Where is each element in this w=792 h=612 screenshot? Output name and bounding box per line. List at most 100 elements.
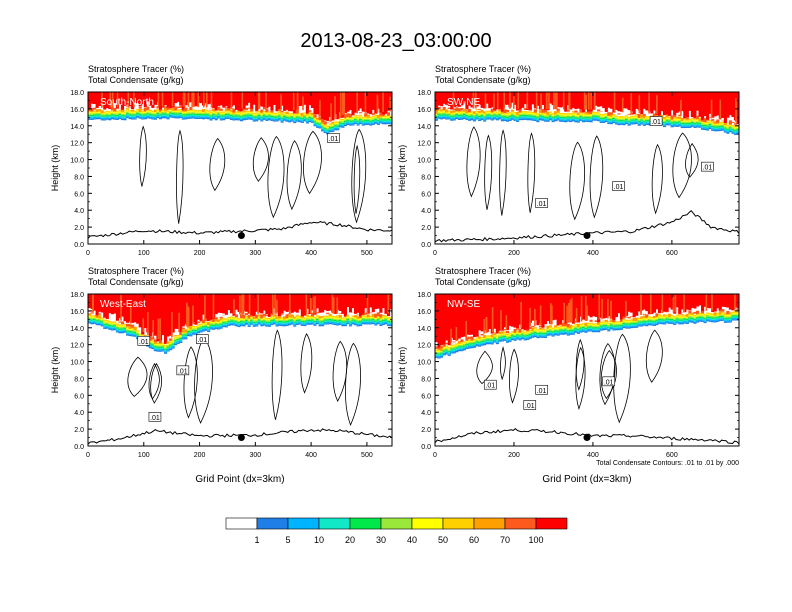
y-tick-label: 18.0: [417, 90, 431, 97]
condensate-contours: [139, 125, 367, 224]
contour-label: .01: [703, 165, 713, 172]
contour-label-box: [649, 116, 663, 126]
panel-west-east: Stratosphere Tracer (%)Total Condensate …: [50, 266, 393, 485]
panel-subtitle-condensate: Total Condensate (g/kg): [435, 277, 531, 287]
tracer-field: [88, 294, 392, 445]
x-tick-label: 0: [433, 250, 437, 257]
y-tick-label: 4.0: [74, 410, 84, 417]
contour-label: .01: [537, 201, 547, 208]
panel-south-north: Stratosphere Tracer (%)Total Condensate …: [50, 64, 393, 257]
colorbar-swatch: [535, 517, 568, 530]
colorbar-label: 30: [376, 535, 386, 545]
contour-label: .01: [651, 119, 661, 126]
location-marker: [237, 434, 245, 442]
colorbar-label: 100: [528, 535, 543, 545]
x-tick-label: 600: [666, 452, 678, 459]
y-tick-label: 18.0: [70, 90, 84, 97]
figure-title: 2013-08-23_03:00:00: [300, 30, 492, 52]
contour-label: .01: [197, 337, 207, 344]
panel-sw-ne: Stratosphere Tracer (%)Total Condensate …: [397, 64, 740, 257]
x-tick-label: 400: [305, 452, 317, 459]
colorbar-swatch: [380, 517, 413, 530]
y-tick-label: 10.0: [417, 158, 431, 165]
contour-label-box: [176, 365, 190, 376]
y-tick-label: 8.0: [74, 376, 84, 383]
panel-label: West-East: [100, 299, 146, 310]
x-tick-label: 600: [666, 250, 678, 257]
contour-label-box: [701, 161, 714, 172]
contour-label-box: [535, 384, 548, 395]
x-axis-label: Grid Point (dx=3km): [542, 474, 631, 485]
tracer-field: [88, 92, 392, 239]
y-tick-label: 6.0: [421, 393, 431, 400]
contour-label: .01: [150, 415, 160, 422]
colorbar-label: 50: [438, 535, 448, 545]
x-axis-label: Grid Point (dx=3km): [195, 474, 284, 485]
y-tick-label: 0.0: [74, 242, 84, 249]
panel-subtitle-tracer: Stratosphere Tracer (%): [435, 266, 531, 276]
contour-label: .01: [178, 368, 188, 375]
tracer-field: [435, 294, 739, 445]
x-tick-label: 400: [305, 250, 317, 257]
y-tick-label: 18.0: [70, 292, 84, 299]
contour-label-box: [602, 376, 616, 387]
y-tick-label: 18.0: [417, 292, 431, 299]
y-tick-label: 14.0: [417, 326, 431, 333]
colorbar-swatch: [411, 517, 444, 530]
contour-label-box: [196, 334, 209, 344]
y-tick-label: 4.0: [74, 208, 84, 215]
x-tick-label: 500: [361, 250, 373, 257]
x-tick-label: 100: [138, 452, 150, 459]
y-axis-label: Height (km): [50, 145, 60, 192]
y-tick-label: 12.0: [70, 141, 84, 148]
y-tick-label: 16.0: [70, 107, 84, 114]
panel-label: SW-NE: [447, 97, 480, 108]
contour-label-box: [535, 198, 548, 208]
contour-label-box: [612, 181, 625, 191]
panel-subtitle-condensate: Total Condensate (g/kg): [88, 75, 184, 85]
x-tick-label: 0: [86, 452, 90, 459]
contour-label: .01: [485, 383, 495, 390]
x-tick-label: 500: [361, 452, 373, 459]
panel-label: NW-SE: [447, 299, 480, 310]
x-tick-label: 0: [433, 452, 437, 459]
colorbar-swatch: [225, 517, 258, 530]
y-tick-label: 2.0: [421, 427, 431, 434]
colorbar-label: 5: [285, 535, 290, 545]
y-tick-label: 16.0: [417, 309, 431, 316]
y-tick-label: 8.0: [421, 174, 431, 181]
y-tick-label: 0.0: [421, 242, 431, 249]
contour-label-box: [327, 133, 340, 143]
panel-subtitle-tracer: Stratosphere Tracer (%): [435, 64, 531, 74]
contour-label-box: [483, 379, 497, 390]
y-tick-label: 4.0: [421, 410, 431, 417]
colorbar-label: 20: [345, 535, 355, 545]
x-tick-label: 300: [249, 452, 261, 459]
y-tick-label: 14.0: [70, 326, 84, 333]
x-tick-label: 200: [194, 250, 206, 257]
y-tick-label: 16.0: [70, 309, 84, 316]
y-tick-label: 16.0: [417, 107, 431, 114]
y-axis-label: Height (km): [397, 347, 407, 394]
y-tick-label: 0.0: [74, 444, 84, 451]
contour-label-box: [523, 400, 537, 410]
y-tick-label: 10.0: [70, 360, 84, 367]
x-tick-label: 200: [508, 250, 520, 257]
y-tick-label: 2.0: [421, 225, 431, 232]
colorbar-label: 10: [314, 535, 324, 545]
location-marker: [237, 232, 245, 240]
y-tick-label: 12.0: [417, 343, 431, 350]
y-tick-label: 14.0: [417, 124, 431, 131]
y-tick-label: 4.0: [421, 208, 431, 215]
x-tick-label: 400: [587, 250, 599, 257]
contour-label-box: [148, 411, 162, 422]
x-tick-label: 400: [587, 452, 599, 459]
y-tick-label: 0.0: [421, 444, 431, 451]
y-tick-label: 2.0: [74, 427, 84, 434]
contour-footnote: Total Condensate Contours: .01 to .01 by…: [596, 460, 739, 467]
location-marker: [583, 232, 591, 240]
x-tick-label: 200: [194, 452, 206, 459]
contour-label: .01: [537, 388, 547, 395]
colorbar-swatch: [442, 517, 475, 530]
